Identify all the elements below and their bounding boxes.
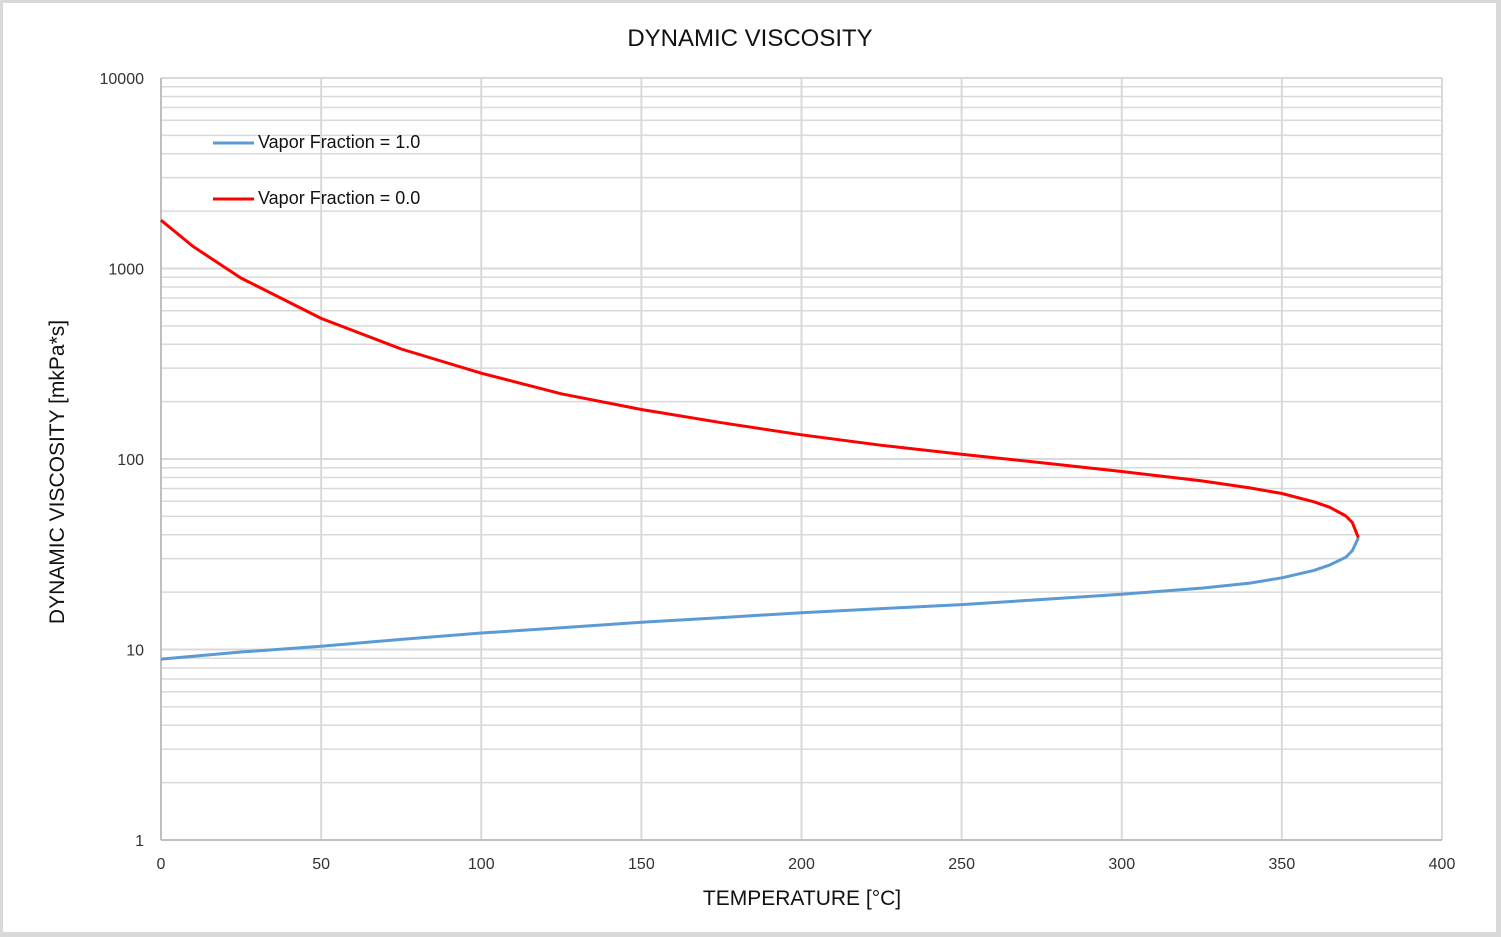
series-line-0 — [160, 537, 1360, 661]
y-tick-label: 10 — [126, 643, 144, 660]
x-tick-label: 150 — [628, 856, 655, 873]
x-tick-label: 350 — [1269, 856, 1296, 873]
y-tick-label: 1000 — [108, 262, 144, 279]
y-tick-label: 10000 — [100, 71, 145, 88]
x-tick-label: 50 — [312, 856, 330, 873]
x-tick-label: 200 — [788, 856, 815, 873]
x-tick-label: 300 — [1108, 856, 1135, 873]
x-axis-label: TEMPERATURE [°C] — [703, 887, 901, 910]
chart-title: DYNAMIC VISCOSITY — [627, 25, 872, 52]
y-tick-label: 1 — [135, 833, 144, 850]
x-tick-label: 100 — [468, 856, 495, 873]
gridlines — [160, 77, 1443, 841]
x-tick-label: 400 — [1429, 856, 1456, 873]
series-lines — [160, 219, 1360, 661]
y-axis-label: DYNAMIC VISCOSITY [mkPa*s] — [46, 320, 69, 624]
x-tick-label: 0 — [157, 856, 166, 873]
x-tick-label: 250 — [948, 856, 975, 873]
y-tick-label: 100 — [117, 452, 144, 469]
legend: Vapor Fraction = 1.0 Vapor Fraction = 0.… — [213, 132, 420, 208]
legend-label-vapor-0: Vapor Fraction = 0.0 — [258, 188, 420, 208]
series-line-1 — [160, 219, 1360, 539]
tick-labels: 0 50 100 150 200 250 300 350 400 1 10 100 1000 10000 — [100, 71, 1456, 873]
legend-label-vapor-1: Vapor Fraction = 1.0 — [258, 132, 420, 152]
